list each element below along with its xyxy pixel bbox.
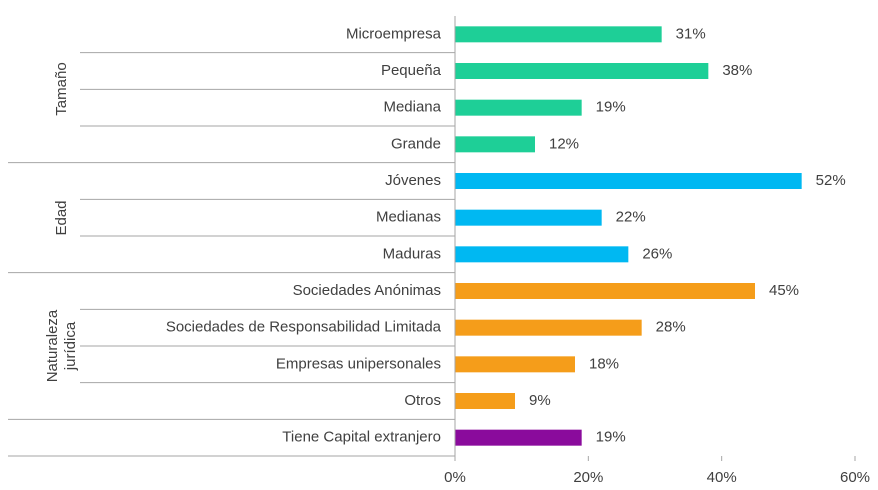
bar xyxy=(455,209,602,226)
bar xyxy=(455,283,755,299)
group-label: Edad xyxy=(53,200,70,236)
x-tick-label: 60% xyxy=(840,469,870,486)
bar xyxy=(455,429,582,446)
bar xyxy=(455,356,575,373)
value-label: 45% xyxy=(769,282,799,299)
value-label: 22% xyxy=(616,209,646,226)
group-label: Tamaño xyxy=(53,62,70,117)
value-label: 12% xyxy=(549,135,579,152)
bar xyxy=(455,393,515,409)
value-label: 9% xyxy=(529,392,551,409)
category-label: Grande xyxy=(391,135,441,152)
value-label: 18% xyxy=(589,355,619,372)
value-label: 19% xyxy=(596,429,626,446)
x-tick-label: 20% xyxy=(573,469,603,486)
category-label: Sociedades de Responsabilidad Limitada xyxy=(166,319,442,336)
bar xyxy=(455,319,642,336)
x-tick-label: 0% xyxy=(444,469,466,486)
value-label: 28% xyxy=(656,319,686,336)
value-label: 26% xyxy=(642,245,672,262)
bar xyxy=(455,173,802,189)
bar xyxy=(455,246,629,263)
category-label: Maduras xyxy=(383,245,441,262)
bar xyxy=(455,136,535,153)
category-label: Tiene Capital extranjero xyxy=(282,429,441,446)
category-label: Pequeña xyxy=(381,62,442,79)
category-label: Sociedades Anónimas xyxy=(293,282,441,299)
category-label: Empresas unipersonales xyxy=(276,355,441,372)
category-label: Mediana xyxy=(383,99,441,116)
group-label: Naturaleza jurídica xyxy=(44,309,79,383)
value-label: 52% xyxy=(816,172,846,189)
value-label: 19% xyxy=(596,99,626,116)
category-label: Microempresa xyxy=(346,25,442,42)
x-tick-label: 40% xyxy=(707,469,737,486)
bar xyxy=(455,63,709,79)
value-label: 31% xyxy=(676,25,706,42)
bar xyxy=(455,99,582,116)
bar xyxy=(455,26,662,43)
category-label: Otros xyxy=(404,392,441,409)
category-label: Jóvenes xyxy=(385,172,441,189)
category-label: Medianas xyxy=(376,209,441,226)
value-label: 38% xyxy=(722,62,752,79)
